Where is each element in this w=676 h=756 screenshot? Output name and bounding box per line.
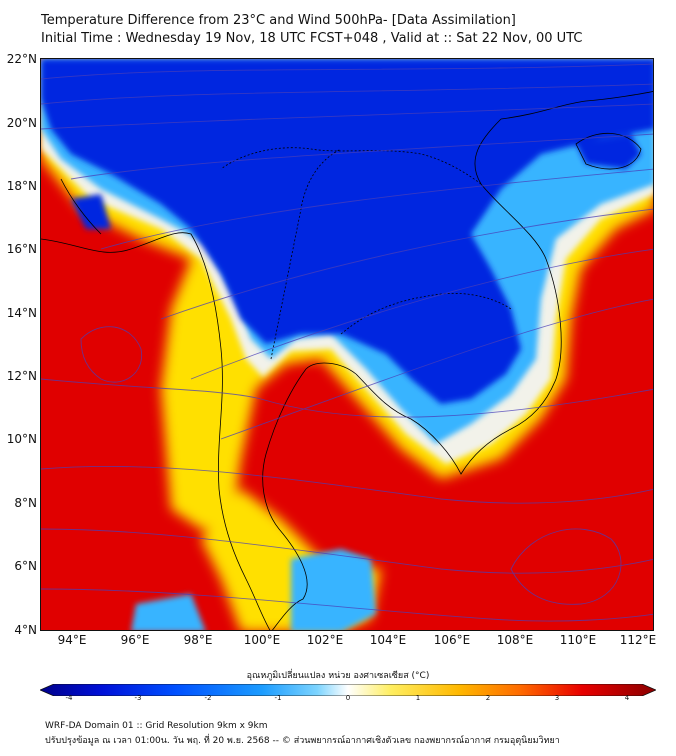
colorbar-tick: 3	[554, 694, 560, 702]
temperature-field-map	[41, 59, 653, 630]
lat-label-14: 14°N	[6, 306, 37, 320]
lat-label-16: 16°N	[6, 242, 37, 256]
lon-label-108: 108°E	[496, 633, 534, 647]
footer-model-info: WRF-DA Domain 01 :: Grid Resolution 9km …	[45, 721, 268, 731]
lon-label-102: 102°E	[306, 633, 344, 647]
lat-label-4: 4°N	[14, 623, 37, 637]
lat-label-8: 8°N	[14, 496, 37, 510]
colorbar-tick: 4	[624, 694, 630, 702]
colorbar-tick: -4	[65, 694, 73, 702]
footer-update-info: ปรับปรุงข้อมูล ณ เวลา 01:00น. วัน พฤ. ที…	[45, 736, 560, 746]
map-panel	[40, 58, 654, 631]
lat-label-20: 20°N	[6, 116, 37, 130]
colorbar-tick: -2	[204, 694, 212, 702]
lon-label-110: 110°E	[559, 633, 597, 647]
lon-label-94: 94°E	[57, 633, 87, 647]
lon-label-98: 98°E	[183, 633, 213, 647]
cold-layer	[41, 59, 653, 404]
colorbar-tick: -1	[274, 694, 282, 702]
title-line-2: Initial Time : Wednesday 19 Nov, 18 UTC …	[41, 31, 583, 46]
colorbar-title: อุณหภูมิเปลี่ยนแปลง หน่วย องศาเซลเซียส (…	[246, 671, 430, 681]
colorbar-tick: -3	[134, 694, 142, 702]
coastline-layer	[41, 91, 653, 630]
lon-label-106: 106°E	[433, 633, 471, 647]
lat-label-10: 10°N	[6, 432, 37, 446]
lat-label-6: 6°N	[14, 559, 37, 573]
lon-label-104: 104°E	[369, 633, 407, 647]
lon-label-100: 100°E	[243, 633, 281, 647]
lat-label-22: 22°N	[6, 52, 37, 66]
lat-label-12: 12°N	[6, 369, 37, 383]
lat-label-18: 18°N	[6, 179, 37, 193]
title-line-1: Temperature Difference from 23°C and Win…	[41, 13, 516, 28]
wind-streamlines	[41, 63, 653, 622]
lon-label-112: 112°E	[619, 633, 657, 647]
colorbar-tick: 0	[345, 694, 351, 702]
colorbar-tick: 1	[415, 694, 421, 702]
colorbar-tick: 2	[485, 694, 491, 702]
lon-label-96: 96°E	[120, 633, 150, 647]
